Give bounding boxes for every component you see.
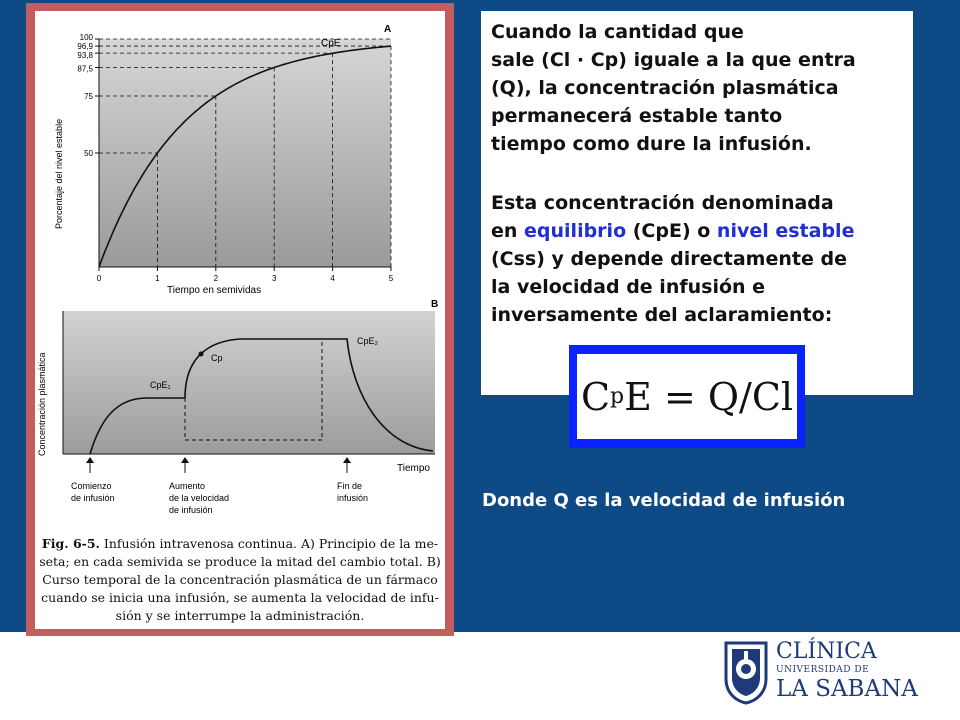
panel-b-label: B [431,299,438,310]
p1-line-5: tiempo como dure la infusión. [491,133,812,155]
p2-line-5: inversamente del aclaramiento: [491,304,833,326]
logo-line-3: LA SABANA [776,676,918,702]
event-increase-arrow [181,457,189,473]
panel-b-plot-area [63,311,435,454]
footnote: Donde Q es la velocidad de infusión [482,490,846,511]
highlight-equilibrio: equilibrio [524,220,627,242]
event-increase-line2: de la velocidad [169,493,229,503]
panel-a-guides [99,38,392,267]
panel-b-dashed-guide [184,339,323,441]
caption-line-1: Fig. 6-5. Infusión intravenosa continua.… [35,535,445,553]
p2-line-2: en equilibrio (CpE) o nivel estable [491,217,911,245]
p2-line-1: Esta concentración denominada [491,192,834,214]
panel-a-curve-label: CpE [321,38,341,49]
panel-a-x-ticks: 0 1 2 3 4 5 [97,267,394,283]
panel-a-ytick-label-2: 93,8 [77,51,93,60]
panel-a-xtick-label-3: 3 [272,274,277,283]
panel-b-xlabel: Tiempo [397,463,430,474]
panel-a-ytick-label-4: 75 [84,92,93,101]
event-start-line1: Comienzo [71,481,112,491]
logo: CLÍNICA UNIVERSIDAD DE LA SABANA [722,637,922,707]
caption-line-3: Curso temporal de la concentración plasm… [42,572,438,587]
caption-line-2: seta; en cada semivida se produce la mit… [39,554,441,569]
figure-paper: 100 96,9 93,8 87,5 75 50 0 1 2 3 4 5 A CpE Porcent… [35,11,445,629]
event-increase-line3: de infusión [169,505,213,515]
p1-line-4: permanecerá estable tanto [491,105,783,127]
caption-line-1-text: Infusión intravenosa continua. A) Princi… [103,536,439,551]
logo-text: CLÍNICA UNIVERSIDAD DE LA SABANA [776,637,918,703]
panel-a-xlabel: Tiempo en semividas [167,285,261,296]
paragraph-definition: Esta concentración denominada en equilib… [491,189,911,329]
panel-a-ytick-label-3: 87,5 [77,65,93,74]
panel-b-cpe2-label: CpE₂ [357,336,379,346]
panel-a-curve [98,45,392,268]
panel-a-xtick-label-5: 5 [389,274,394,283]
panel-a-label: A [384,24,391,35]
caption-line-5: sión y se interrumpe la administración. [115,608,365,623]
event-end-arrow [343,457,351,473]
panel-a-ytick-label-0: 100 [80,33,94,42]
p1-line-1: Cuando la cantidad que [491,21,744,43]
panel-a-plot-area [99,39,391,267]
paragraph-steady-state: Cuando la cantidad que sale (Cl · Cp) ig… [491,18,911,158]
panel-a-ytick-label-1: 96,9 [77,42,93,51]
panel-b: B Concentración plasmática Tiempo CpE₁ C… [37,299,438,515]
formula-c: C [580,374,611,419]
formula-rest: E = Q/Cl [624,374,794,419]
p2-line-4: la velocidad de infusión e [491,276,766,298]
event-start-line2: de infusión [71,493,115,503]
panel-b-cp-label: Cp [211,353,223,363]
figure-caption: Fig. 6-5. Infusión intravenosa continua.… [35,535,445,625]
panel-a-ytick-label-5: 50 [84,149,93,158]
logo-line-1: CLÍNICA [776,639,877,664]
panel-a-xtick-label-0: 0 [97,274,102,283]
caption-fig-label: Fig. 6-5. [41,536,100,551]
panel-a-xtick-label-2: 2 [214,274,219,283]
panel-b-curve [89,338,434,455]
event-increase-line1: Aumento [169,481,205,491]
p2-line-2-a: en [491,220,525,242]
logo-seal-icon [724,641,768,705]
p1-line-2: sale (Cl · Cp) iguale a la que entra [491,49,856,71]
event-end-line1: Fin de [337,481,362,491]
p1-line-3: (Q), la concentración plasmática [491,77,839,99]
panel-b-cpe1-label: CpE₁ [150,380,171,390]
caption-line-4: cuando se inicia una infusión, se aument… [41,590,439,605]
panel-a-xtick-label-1: 1 [155,274,160,283]
highlight-nivel-estable: nivel estable [716,220,855,242]
panel-b-cp-dot [198,351,204,357]
logo-line-2: UNIVERSIDAD DE [776,665,870,675]
panel-a-ylabel: Porcentaje del nivel estable [54,119,64,229]
text-panel: Cuando la cantidad que sale (Cl · Cp) ig… [481,11,913,395]
event-end-line2: infusión [337,493,368,503]
panel-b-ylabel: Concentración plasmática [37,352,47,456]
p2-line-3: (Css) y depende directamente de [491,248,847,270]
panel-a-xtick-label-4: 4 [330,274,335,283]
formula-sub: p [610,384,625,409]
p2-line-2-b: (CpE) o [626,220,717,242]
event-start-arrow [86,457,94,473]
